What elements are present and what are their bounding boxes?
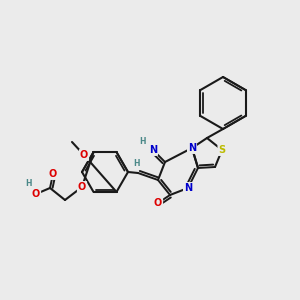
Text: H: H bbox=[26, 179, 32, 188]
Text: H: H bbox=[140, 137, 146, 146]
Text: S: S bbox=[218, 145, 226, 155]
Text: O: O bbox=[32, 189, 40, 199]
Text: O: O bbox=[154, 198, 162, 208]
Text: N: N bbox=[188, 143, 196, 153]
Text: H: H bbox=[133, 158, 139, 167]
Text: O: O bbox=[49, 169, 57, 179]
Text: O: O bbox=[80, 150, 88, 160]
Text: N: N bbox=[184, 183, 192, 193]
Text: N: N bbox=[149, 145, 157, 155]
Text: O: O bbox=[78, 182, 86, 192]
